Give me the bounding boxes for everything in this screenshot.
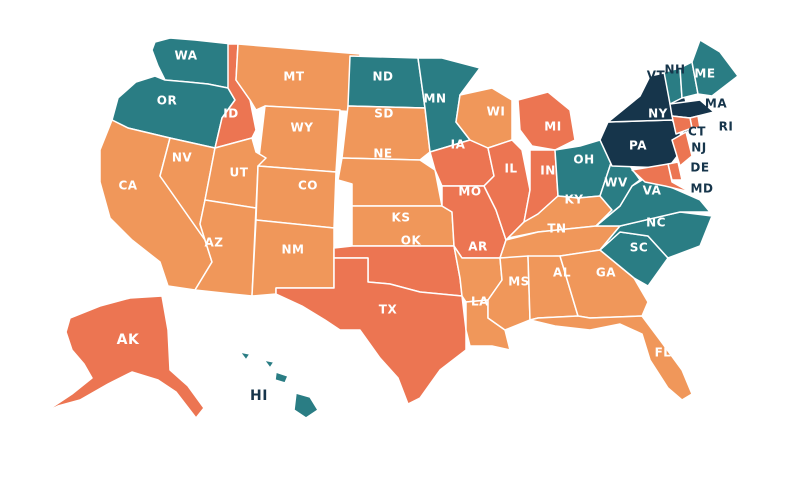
state-label-ks: KS [392, 211, 411, 225]
state-label-co: CO [298, 179, 318, 193]
state-label-md: MD [691, 182, 714, 196]
state-label-ne: NE [373, 147, 392, 161]
state-label-ga: GA [596, 266, 616, 280]
state-label-ma: MA [705, 97, 727, 111]
state-label-pa: PA [629, 139, 647, 153]
state-sd [341, 105, 431, 161]
state-label-fl: FL [655, 346, 672, 360]
state-label-oh: OH [573, 153, 594, 167]
state-wy [257, 105, 341, 173]
state-label-ms: MS [508, 275, 530, 289]
state-label-al: AL [553, 266, 571, 280]
state-label-la: LA [471, 295, 489, 309]
state-nj [671, 131, 693, 167]
state-label-tx: TX [379, 303, 398, 317]
state-label-sc: SC [630, 241, 648, 255]
state-label-ky: KY [565, 193, 584, 207]
state-fl [529, 315, 693, 401]
state-label-wi: WI [487, 105, 506, 119]
state-label-nh: NH [664, 63, 685, 77]
state-label-wa: WA [175, 49, 198, 63]
state-label-or: OR [157, 94, 177, 108]
state-label-ok: OK [401, 234, 422, 248]
state-label-ri: RI [719, 120, 734, 134]
state-label-mn: MN [424, 92, 447, 106]
state-label-ct: CT [688, 125, 706, 139]
state-label-mt: MT [283, 70, 304, 84]
state-labels: WA OR CA NV ID MT WY UT CO AZ NM ND SD NE KS OK TX MN IA MO… [117, 49, 734, 405]
state-co [255, 165, 337, 229]
state-label-vt: VT [647, 69, 666, 83]
state-label-nc: NC [646, 216, 666, 230]
state-label-mi: MI [544, 120, 561, 134]
state-label-nj: NJ [691, 141, 707, 155]
state-label-nd: ND [372, 70, 393, 84]
state-label-ny: NY [648, 107, 668, 121]
state-label-ca: CA [118, 179, 137, 193]
state-label-nm: NM [282, 243, 305, 257]
state-ct [671, 115, 693, 135]
state-label-in: IN [540, 164, 556, 178]
state-label-va: VA [643, 184, 662, 198]
state-label-hi: HI [250, 388, 268, 404]
state-mi [517, 91, 576, 151]
state-label-me: ME [694, 67, 715, 81]
state-label-ia: IA [451, 138, 466, 152]
state-label-sd: SD [374, 107, 394, 121]
state-label-de: DE [690, 161, 709, 175]
state-label-wv: WV [604, 176, 628, 190]
state-ak [44, 295, 205, 419]
state-nm [251, 219, 335, 297]
state-me [691, 39, 739, 97]
state-hi [239, 351, 319, 419]
state-ma [669, 99, 715, 119]
state-shapes [44, 37, 739, 419]
state-label-id: ID [223, 107, 238, 121]
state-ne [337, 157, 443, 207]
state-label-il: IL [504, 162, 517, 176]
state-label-nv: NV [172, 151, 193, 165]
state-label-mo: MO [458, 185, 481, 199]
state-label-az: AZ [205, 236, 224, 250]
state-label-tn: TN [547, 222, 566, 236]
state-tx [275, 257, 467, 405]
state-label-ut: UT [230, 166, 249, 180]
state-label-ak: AK [117, 332, 140, 348]
state-label-wy: WY [291, 121, 314, 135]
state-label-ar: AR [468, 240, 488, 254]
state-md [631, 163, 691, 193]
